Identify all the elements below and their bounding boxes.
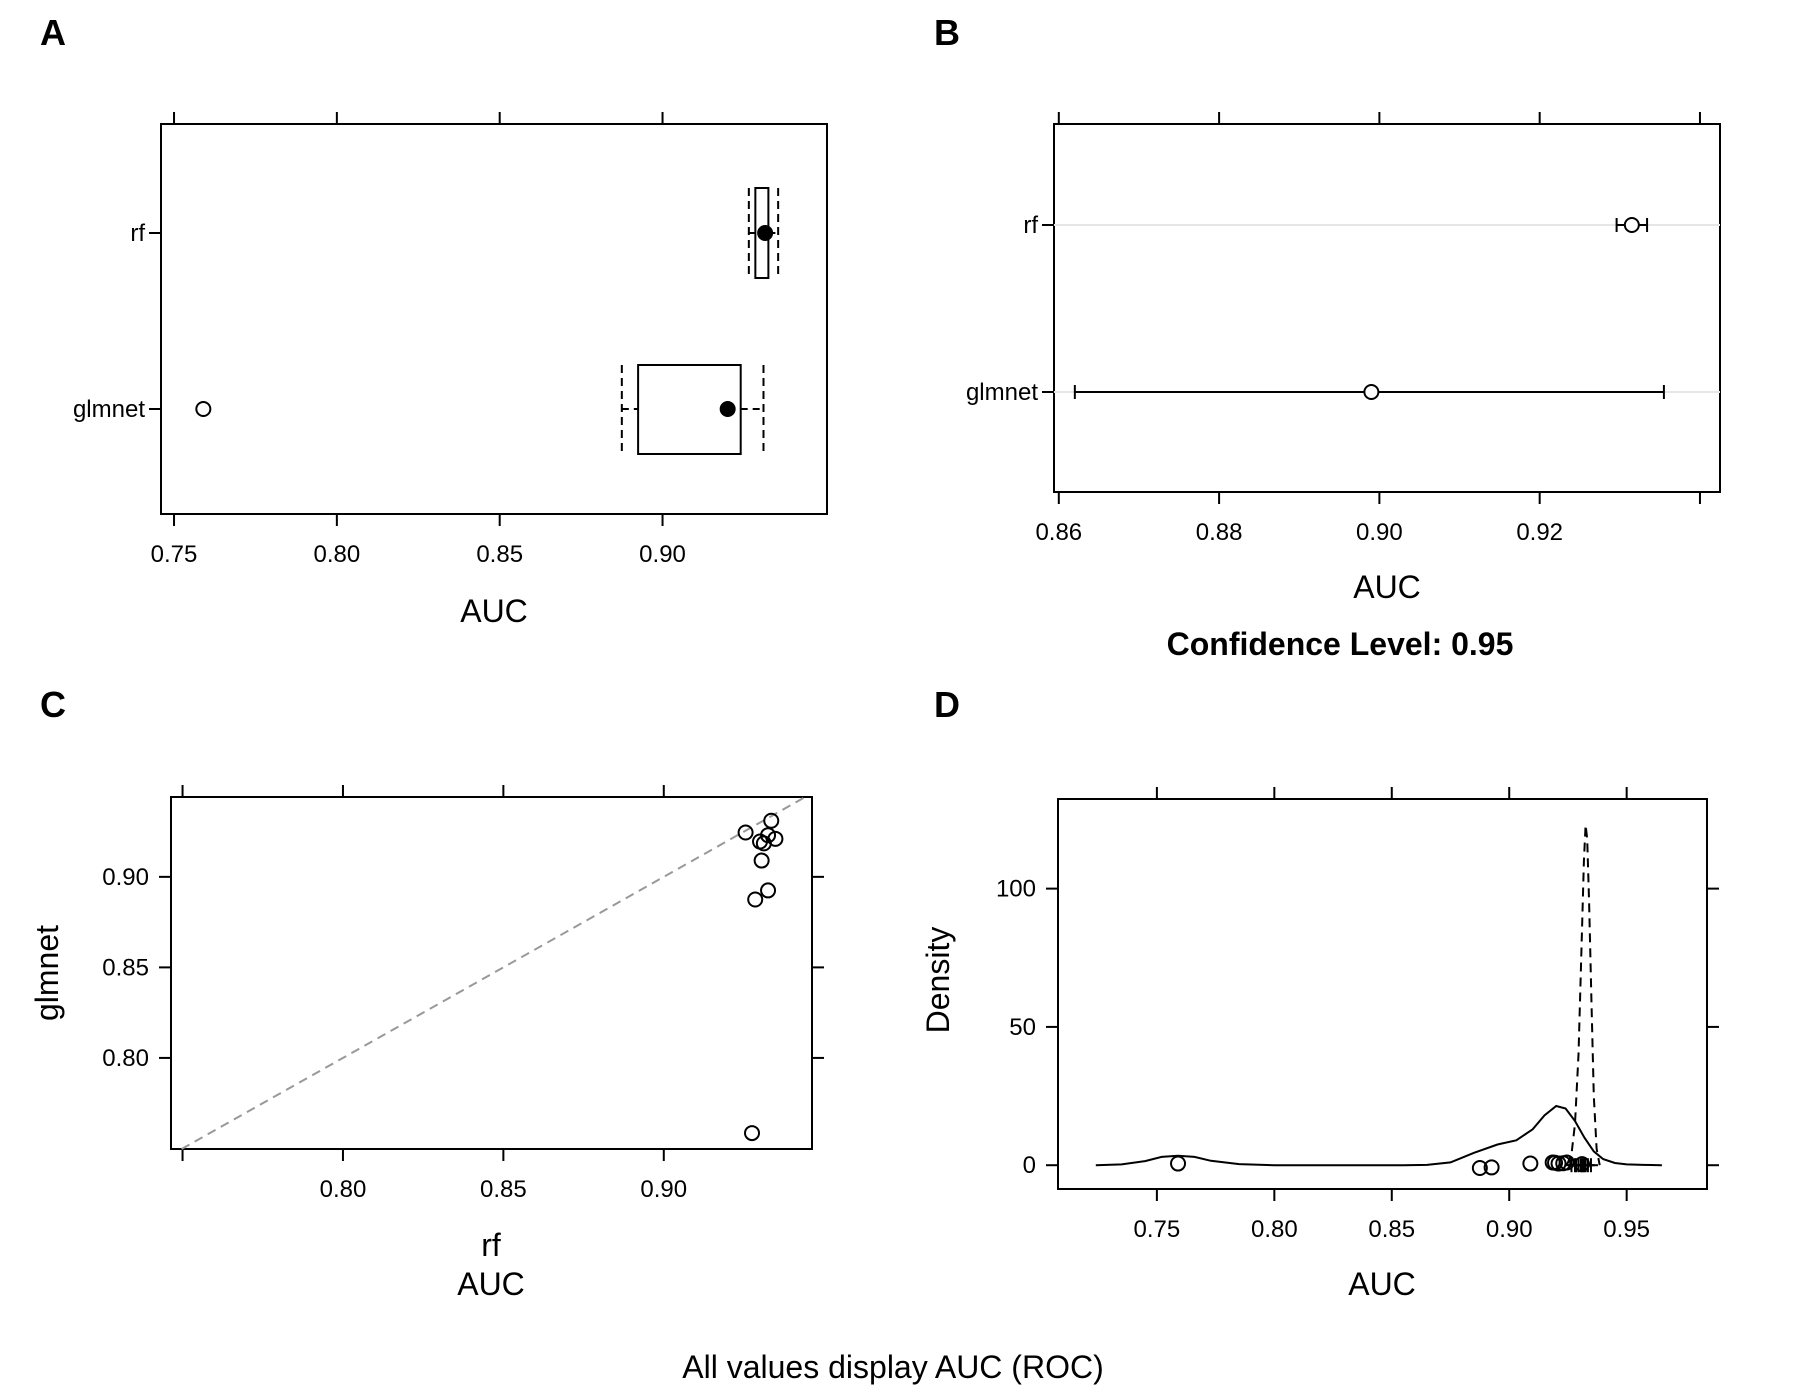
identity-line: [181, 796, 806, 1150]
panel-a-letter: A: [40, 12, 66, 53]
scatter-point: [755, 835, 772, 852]
y-tick-label: 0.90: [102, 864, 149, 891]
panel-a-marks: [195, 187, 780, 455]
x-tick-label: 0.88: [1196, 519, 1243, 546]
panel-c-marks: [181, 796, 806, 1150]
panel-a-x-title: AUC: [460, 593, 528, 629]
panel-b-subtitle: Confidence Level: 0.95: [1167, 626, 1514, 662]
scatter-point: [744, 1125, 761, 1142]
panel-d-letter: D: [934, 684, 960, 725]
scatter-point: [760, 882, 777, 899]
panel-c-letter: C: [40, 684, 66, 725]
panel-b-letter: B: [934, 12, 960, 53]
y-tick-label: glmnet: [966, 379, 1038, 406]
x-tick-label: 0.80: [314, 541, 361, 568]
x-tick-label: 0.90: [1356, 519, 1403, 546]
panel-d-x-title: AUC: [1348, 1266, 1416, 1302]
x-tick-label: 0.95: [1603, 1216, 1650, 1243]
y-tick-label: 0: [1023, 1152, 1036, 1179]
density-curve-solid: [1095, 1104, 1662, 1167]
panel-d-y-title: Density: [920, 927, 956, 1034]
estimate-point-glmnet: [1363, 384, 1380, 400]
x-tick-label: 0.80: [1251, 1216, 1298, 1243]
rug-point-plus: [1583, 1158, 1598, 1173]
x-tick-label: 0.75: [1134, 1216, 1181, 1243]
rug-point-open: [1558, 1154, 1575, 1171]
y-tick-label: 0.80: [102, 1045, 149, 1072]
panel-d-marks: [1095, 824, 1662, 1176]
x-tick-label: 0.85: [480, 1176, 527, 1203]
panel-d-axes: 0.75 0.80 0.85 0.90 0.95 0 50 100: [996, 787, 1719, 1243]
y-tick-label: rf: [130, 220, 145, 247]
scatter-point: [747, 891, 764, 908]
x-tick-label: 0.90: [1486, 1216, 1533, 1243]
panel-a: A 0.75 0.80 0.85 0.90 rf glmnet AUC: [40, 12, 828, 629]
median-dot-rf: [757, 225, 774, 241]
scatter-point: [737, 824, 754, 841]
panel-a-axes: 0.75 0.80 0.85 0.90 rf glmnet: [73, 112, 686, 568]
panel-b-x-title: AUC: [1353, 569, 1421, 605]
rug-point-open: [1471, 1159, 1488, 1176]
panel-c: C 0.80 0.85 0.90 0.80 0.85 0.90 rf AUC glmnet: [29, 684, 824, 1302]
x-tick-label: 0.92: [1516, 519, 1563, 546]
density-curve-dashed: [1565, 824, 1601, 1166]
panel-b-frame: [1053, 123, 1721, 493]
panel-c-frame: [170, 796, 813, 1150]
panel-b-axes: 0.86 0.88 0.90 0.92 rf glmnet: [966, 112, 1720, 546]
rug-point-open: [1483, 1159, 1500, 1176]
x-tick-label: 0.80: [320, 1176, 367, 1203]
rug-point-open: [1522, 1155, 1539, 1172]
x-tick-label: 0.85: [1368, 1216, 1415, 1243]
x-tick-label: 0.90: [640, 1176, 687, 1203]
panel-a-frame: [160, 123, 828, 515]
panel-b-marks: [1073, 217, 1665, 400]
median-dot-glmnet: [719, 401, 736, 417]
panel-d-frame: [1057, 798, 1708, 1190]
panel-b: B 0.86 0.88 0.90 0.92 rf glmnet AUC Confidenc…: [934, 12, 1721, 662]
x-tick-label: 0.85: [476, 541, 523, 568]
outlier-glmnet: [195, 401, 212, 417]
x-tick-label: 0.75: [151, 541, 198, 568]
rug-point-open: [1170, 1155, 1187, 1172]
scatter-point: [753, 852, 770, 869]
scatter-point: [763, 812, 780, 829]
panel-c-y-title: glmnet: [29, 925, 65, 1021]
x-tick-label: 0.90: [639, 541, 686, 568]
y-tick-label: glmnet: [73, 396, 145, 423]
figure-caption: All values display AUC (ROC): [682, 1349, 1103, 1385]
y-tick-label: 50: [1009, 1014, 1036, 1041]
panel-d: D 0.75 0.80 0.85 0.90 0.95 0 50 100 AUC Density: [920, 684, 1719, 1302]
y-tick-label: 0.85: [102, 954, 149, 981]
rug-point-open: [1550, 1155, 1567, 1172]
panel-c-x-title-2: AUC: [457, 1266, 525, 1302]
y-tick-label: 100: [996, 876, 1036, 903]
estimate-point-rf: [1623, 217, 1640, 233]
y-tick-label: rf: [1023, 212, 1038, 239]
panel-c-axes: 0.80 0.85 0.90 0.80 0.85 0.90: [102, 785, 824, 1203]
panel-c-x-title: rf: [481, 1227, 501, 1263]
x-tick-label: 0.86: [1035, 519, 1082, 546]
